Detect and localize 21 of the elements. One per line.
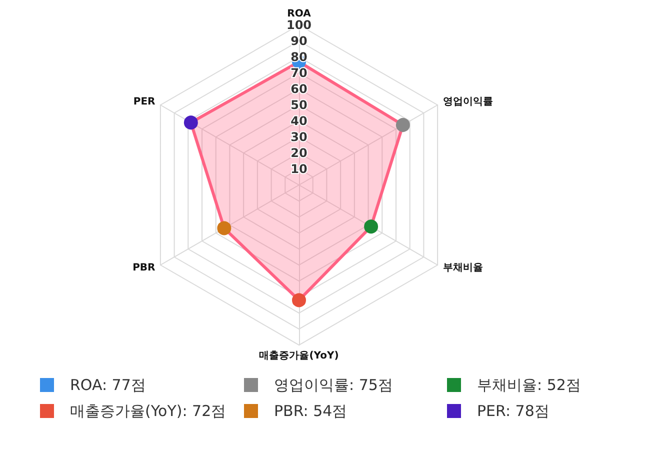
y-tick-label: 100 [286, 18, 312, 32]
y-tick-label: 10 [290, 162, 308, 176]
y-tick-label: 90 [290, 34, 308, 48]
spoke-label: PER [133, 96, 156, 108]
spoke-label: PBR [132, 262, 156, 274]
text: PBR: 54점 [274, 402, 348, 420]
y-tick-label: 20 [290, 146, 308, 160]
text: PER: 78점 [477, 402, 550, 420]
y-tick-label: 30 [290, 130, 308, 144]
text: 매출증가율(YoY): 72점 [70, 402, 226, 420]
y-tick-label: 50 [290, 98, 308, 112]
text: ROA: 77점 [70, 376, 146, 394]
text: 영업이익률: 75점 [274, 376, 393, 394]
y-tick-label: 40 [290, 114, 308, 128]
y-tick-label: 60 [290, 82, 308, 96]
spoke-label: ROA [287, 8, 312, 20]
spoke-label: 부채비율 [442, 262, 483, 274]
y-tick-label: 70 [290, 66, 308, 80]
text: 부채비율: 52점 [477, 376, 581, 394]
spoke-label: 매출증가율(YoY) [259, 350, 339, 362]
spoke-label: 영업이익률 [442, 96, 493, 108]
